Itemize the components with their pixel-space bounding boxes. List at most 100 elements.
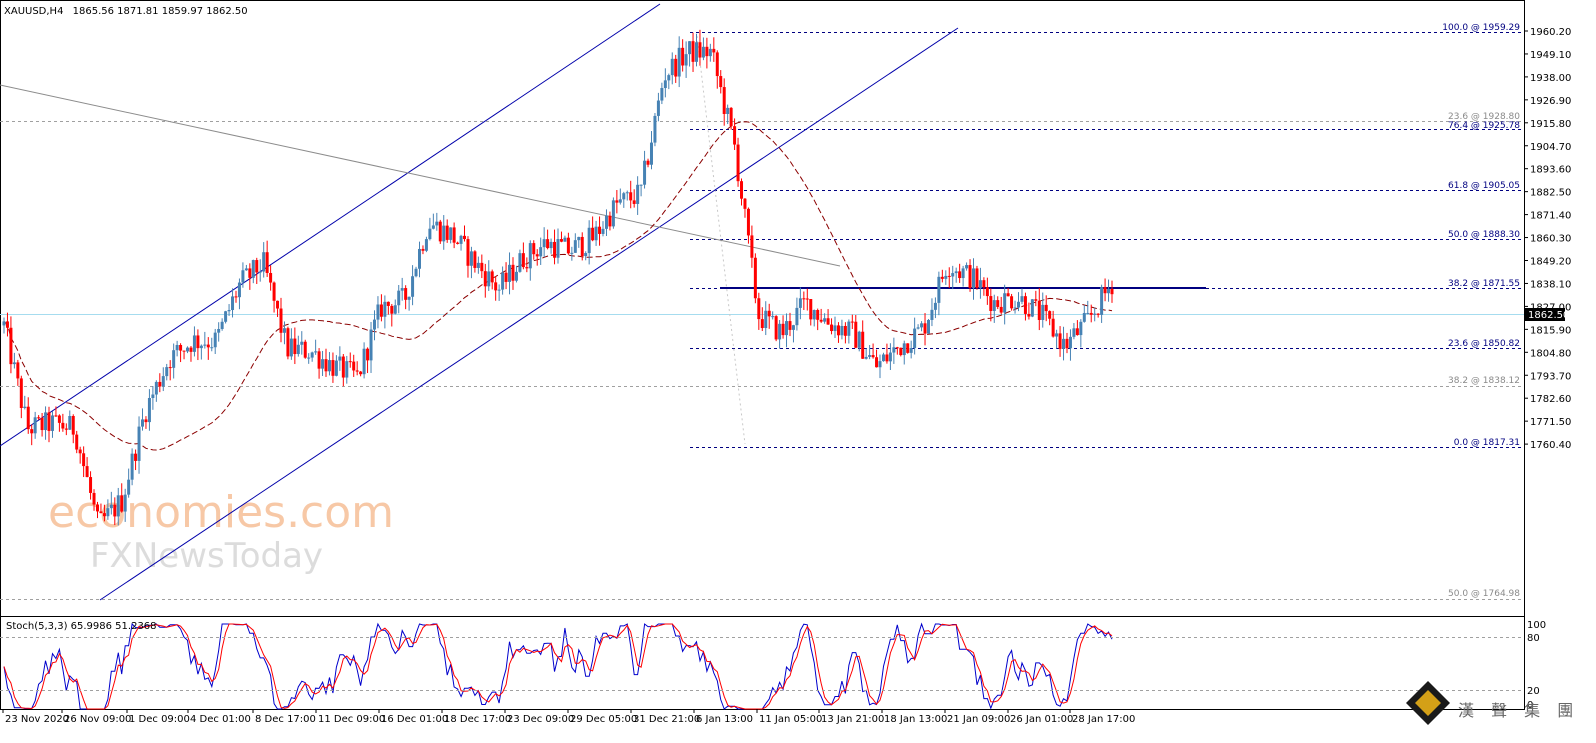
candle-body (740, 181, 744, 199)
candle-body (497, 289, 501, 291)
grey-trendline[interactable] (0, 84, 841, 267)
watermark: economies.com FXNewsToday (48, 487, 394, 576)
price-tick-label: 1904.70 (1530, 142, 1571, 153)
candle-body (909, 348, 913, 353)
price-tick-label: 1760.40 (1530, 440, 1571, 451)
candle-body (466, 239, 470, 266)
candle-body (989, 296, 993, 311)
candle-body (985, 287, 989, 297)
candle-body (137, 426, 141, 461)
candle-body (570, 252, 574, 254)
candle-body (33, 417, 37, 434)
candle-body (345, 361, 349, 378)
candle-body (23, 406, 27, 408)
watermark-economies: economies.com (48, 487, 394, 538)
candle-body (206, 344, 210, 348)
candle-body (89, 477, 93, 493)
candle-body (92, 492, 96, 505)
channel-upper-line[interactable] (0, 3, 661, 447)
candle-body (359, 371, 363, 375)
candle-body (61, 422, 65, 429)
candle-body (982, 280, 986, 288)
candle-body (175, 344, 179, 351)
candle-body (646, 160, 650, 165)
candle-body (785, 321, 789, 336)
candle-body (999, 306, 1003, 313)
candle-body (154, 381, 158, 395)
candle-body (1110, 288, 1114, 295)
candle-body (840, 325, 844, 336)
candle-body (248, 268, 252, 278)
candle-body (64, 428, 68, 430)
candle-body (798, 298, 802, 308)
candle-body (102, 513, 106, 517)
candle-body (1079, 321, 1083, 336)
candle-body (875, 357, 879, 368)
candle-body (1048, 311, 1052, 319)
candle-body (106, 508, 110, 517)
candle-body (708, 48, 712, 57)
channel-lower-line[interactable] (99, 27, 959, 601)
stoch-tick-100: 100 (1527, 620, 1546, 631)
candle-body (643, 160, 647, 185)
candle-body (546, 239, 550, 249)
candle-body (504, 272, 508, 282)
candle-body (719, 76, 723, 88)
candle-body (151, 394, 155, 398)
candle-body (781, 323, 785, 336)
candle-body (587, 227, 591, 254)
candle-body (819, 319, 823, 322)
candle-body (511, 264, 515, 281)
price-tick-label: 1815.90 (1530, 325, 1571, 336)
candle-body (449, 227, 453, 240)
logo-inner-icon (1415, 690, 1441, 716)
candle-body (386, 301, 390, 306)
candle-body (649, 142, 653, 165)
candle-body (535, 254, 539, 257)
candle-body (47, 412, 51, 431)
price-tick-label: 1793.70 (1530, 371, 1571, 382)
candle-body (594, 226, 598, 241)
candle-body (691, 41, 695, 62)
candle-body (334, 360, 338, 376)
candle-body (78, 449, 82, 454)
candle-body (314, 351, 318, 353)
candle-body (899, 347, 903, 356)
candle-body (372, 319, 376, 330)
candle-body (656, 100, 660, 116)
candle-body (463, 235, 467, 240)
candle-body (85, 466, 89, 478)
candle-body (715, 52, 719, 77)
candle-body (134, 453, 138, 461)
candle-body (847, 321, 851, 336)
candle-body (553, 241, 557, 258)
candle-body (774, 316, 778, 340)
candle-body (5, 321, 9, 328)
time-tick-label: 29 Dec 05:00 (570, 714, 637, 725)
candle-body (573, 240, 577, 253)
candle-body (926, 319, 930, 334)
candle-body (276, 300, 280, 309)
candle-body (189, 347, 193, 352)
candle-body (1003, 293, 1007, 313)
candle-body (210, 347, 214, 349)
time-tick-label: 8 Dec 17:00 (255, 714, 316, 725)
time-tick-label: 11 Jan 05:00 (759, 714, 822, 725)
candle-body (418, 248, 421, 269)
candle-body (369, 329, 373, 361)
price-tick-label: 1860.30 (1530, 234, 1571, 245)
candle-body (878, 361, 882, 368)
candle-body (272, 282, 276, 301)
fib-label-38: 38.2 @ 1871.55 (1448, 279, 1520, 289)
ohlc-label: 1865.56 1871.81 1859.97 1862.50 (73, 6, 248, 17)
candle-body (743, 198, 747, 209)
candle-body (390, 305, 394, 314)
candle-body (920, 323, 924, 328)
candle-body (1062, 338, 1066, 349)
candle-body (695, 42, 698, 62)
candle-body (653, 115, 657, 143)
candle-body (376, 304, 380, 320)
candle-body (1037, 300, 1041, 320)
candle-body (992, 300, 996, 311)
